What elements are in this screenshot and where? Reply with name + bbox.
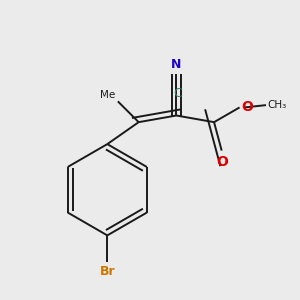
Text: Br: Br <box>100 266 115 278</box>
Text: C: C <box>173 87 182 100</box>
Text: CH₃: CH₃ <box>268 100 287 110</box>
Text: Me: Me <box>100 90 115 100</box>
Text: N: N <box>171 58 182 71</box>
Text: O: O <box>216 155 228 169</box>
Text: O: O <box>241 100 253 114</box>
